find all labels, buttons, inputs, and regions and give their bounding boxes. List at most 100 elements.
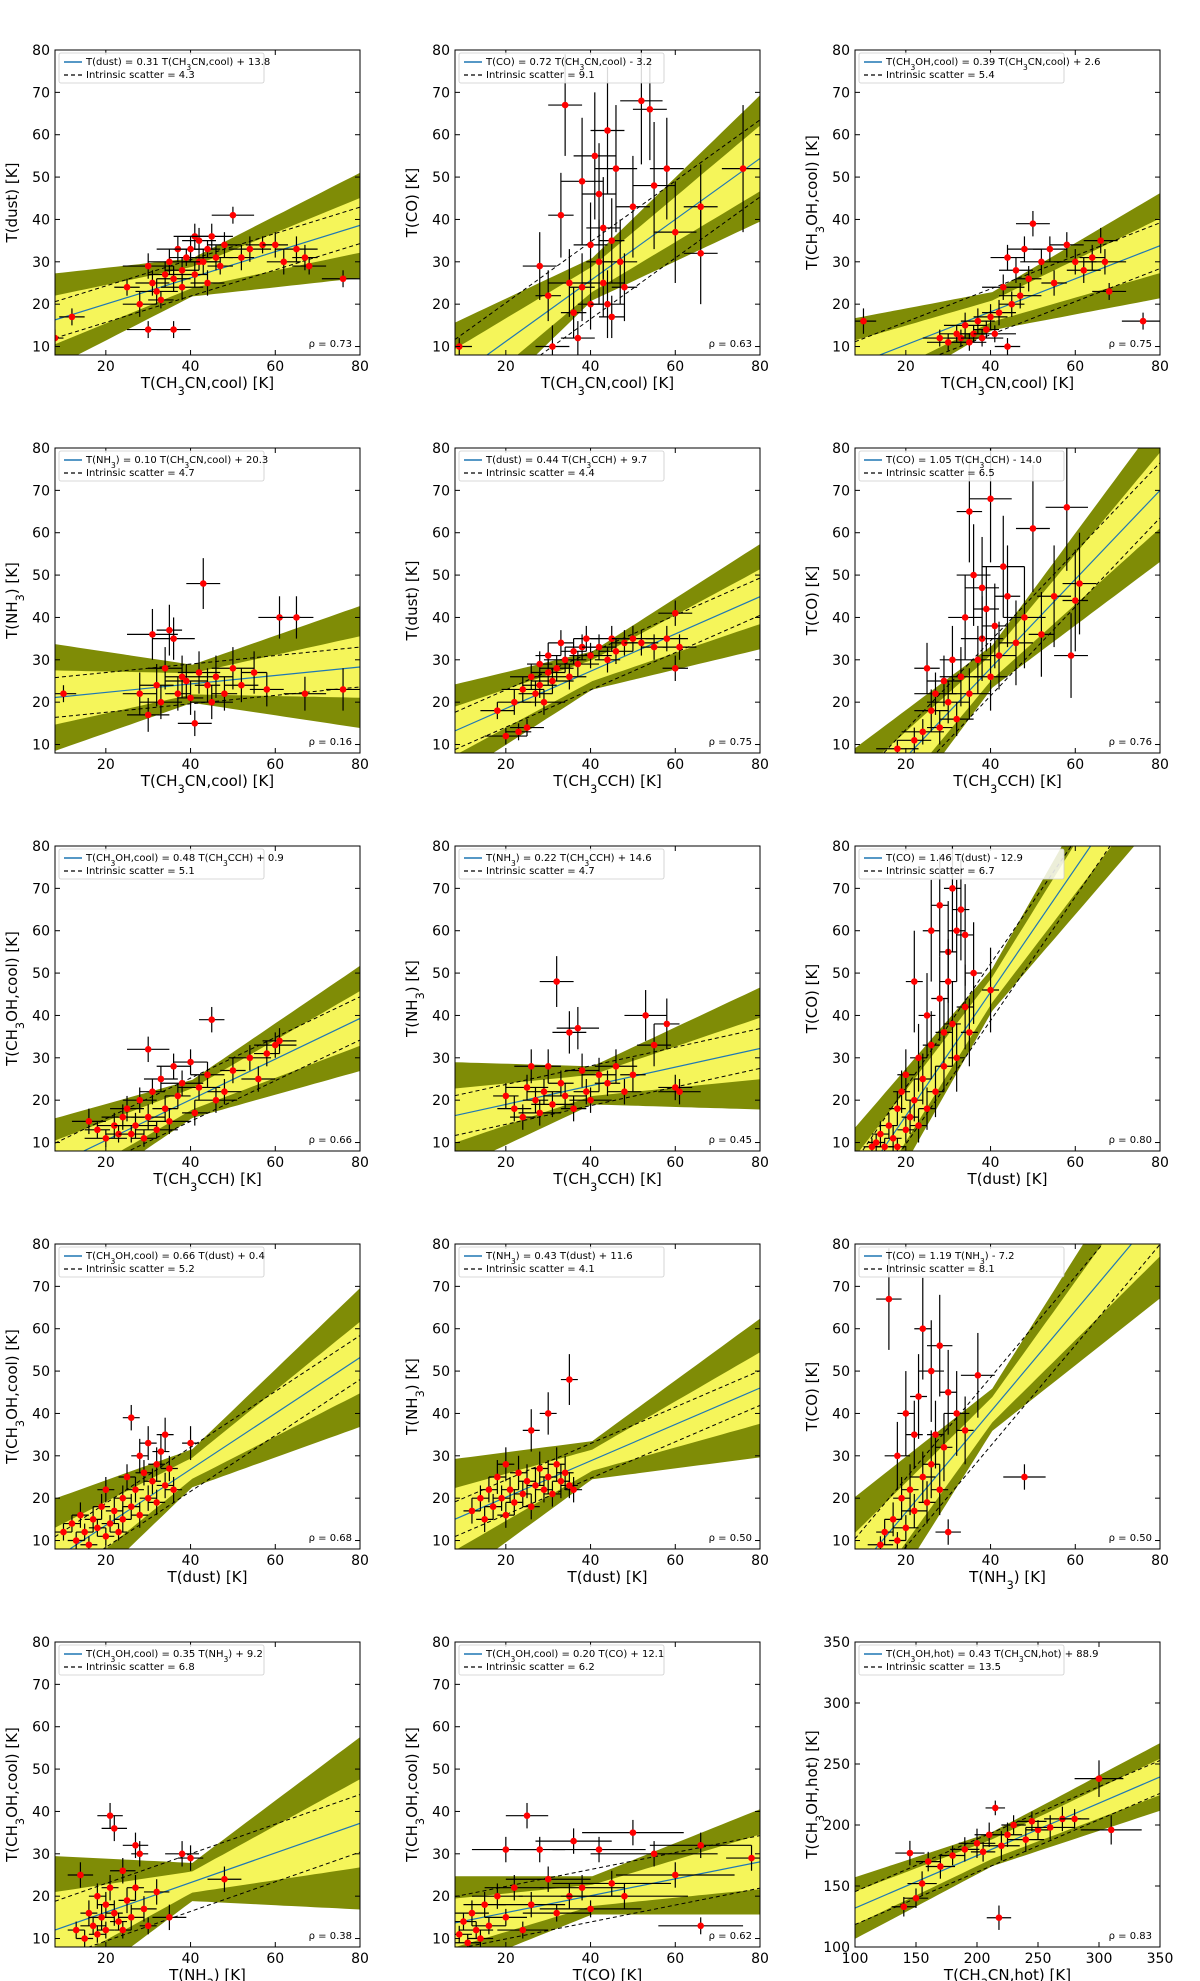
point-marker [595,1071,603,1079]
legend-scatter-label: Intrinsic scatter = 9.1 [486,70,595,81]
data-point [649,117,684,220]
data-point [165,664,208,698]
point-marker [60,690,67,697]
data-point [548,1070,574,1096]
data-point [560,1883,688,1909]
y-tick-label: 30 [832,255,850,271]
plot-area [455,956,760,1151]
data-point [1092,282,1127,300]
legend-scatter-label: Intrinsic scatter = 13.5 [886,1662,1001,1673]
data-point [654,181,697,283]
y-axis-label: T(CO) [K] [803,566,821,636]
data-point [999,282,1042,309]
point-marker [621,283,628,291]
y-axis-label: T(CO) [K] [803,964,821,1034]
y-tick-label: 250 [823,1757,850,1773]
point-marker [123,1897,131,1904]
point-marker [937,1863,944,1870]
point-marker [974,656,982,664]
point-marker [136,1452,144,1460]
data-point [1041,270,1067,296]
point-marker [481,1516,488,1523]
data-point [914,689,949,732]
plot-area [855,846,1135,1151]
point-marker [932,690,939,697]
x-tick-label: 20 [97,757,115,773]
point-marker [553,1460,560,1468]
data-point [624,990,667,1041]
x-tick-label: 80 [351,1553,369,1569]
point-marker [927,1367,935,1375]
point-marker [697,1842,704,1849]
y-tick-label: 70 [32,483,50,499]
point-marker [574,334,582,342]
point-marker [999,283,1007,291]
x-axis-label: T(NH3) [K] [168,1966,246,1981]
point-marker [944,978,952,985]
point-marker [127,1130,135,1138]
legend: T(CH3OH,cool) = 0.66 T(dust) + 0.4Intrin… [58,1246,265,1278]
data-point [539,1392,557,1435]
outer-confidence-band [55,965,360,1151]
legend: T(CH3OH,cool) = 0.48 T(CH3CCH) + 0.9Intr… [58,848,284,880]
point-marker [153,1888,160,1896]
point-marker [502,1092,510,1100]
fit-line [878,245,1160,355]
data-point [910,1023,928,1092]
data-point [220,1057,246,1084]
y-axis-label: T(CH3OH,cool) [K] [3,1329,27,1465]
legend-scatter-label: Intrinsic scatter = 8.1 [886,1264,995,1275]
point-marker [136,1511,144,1519]
point-marker [1004,343,1011,350]
point-marker [153,1460,160,1468]
x-tick-label: 40 [182,359,200,375]
point-marker [187,1439,194,1447]
data-point [131,1129,157,1147]
y-tick-label: 30 [432,653,450,669]
point-marker [544,652,552,659]
inner-confidence-band [455,1834,760,1947]
point-marker [924,1858,932,1865]
point-marker [987,986,994,994]
data-point [143,1468,161,1494]
data-point [160,274,204,300]
legend-scatter-label: Intrinsic scatter = 5.4 [886,70,995,81]
point-marker [587,241,594,249]
point-marker [587,652,594,659]
y-tick-label: 30 [832,653,850,669]
data-point [156,1417,174,1452]
point-marker [872,1139,880,1146]
point-marker [923,1499,931,1506]
point-marker [536,1109,544,1117]
y-tick-label: 300 [823,1696,850,1712]
y-tick-label: 60 [832,128,850,144]
point-marker [983,326,990,333]
point-marker [149,279,156,287]
point-marker [544,669,552,676]
point-marker [974,1372,982,1379]
data-point [127,608,178,660]
point-marker [238,681,245,689]
y-tick-label: 30 [32,1051,50,1067]
point-marker [464,1939,472,1947]
y-tick-label: 20 [32,1889,50,1905]
data-point [871,1121,889,1147]
point-marker [860,317,867,325]
point-marker [616,258,624,266]
point-marker [966,338,973,346]
point-marker [650,1850,658,1858]
legend-box [458,450,665,482]
point-marker [987,313,994,321]
y-axis-label: T(CH3OH,cool) [K] [803,135,827,271]
data-point [1015,266,1042,292]
y-tick-label: 60 [32,1322,50,1338]
legend-box [58,848,265,880]
point-marker [153,1499,160,1506]
point-marker [549,1490,556,1498]
data-point [110,1913,128,1931]
data-point [224,668,259,703]
scatter-panel-4: 20 40 60 80 10 20 30 40 50 60 70 80 T(CH3CN,cool) [K… [3,441,369,796]
data-point [956,1396,974,1465]
data-point [211,676,238,711]
